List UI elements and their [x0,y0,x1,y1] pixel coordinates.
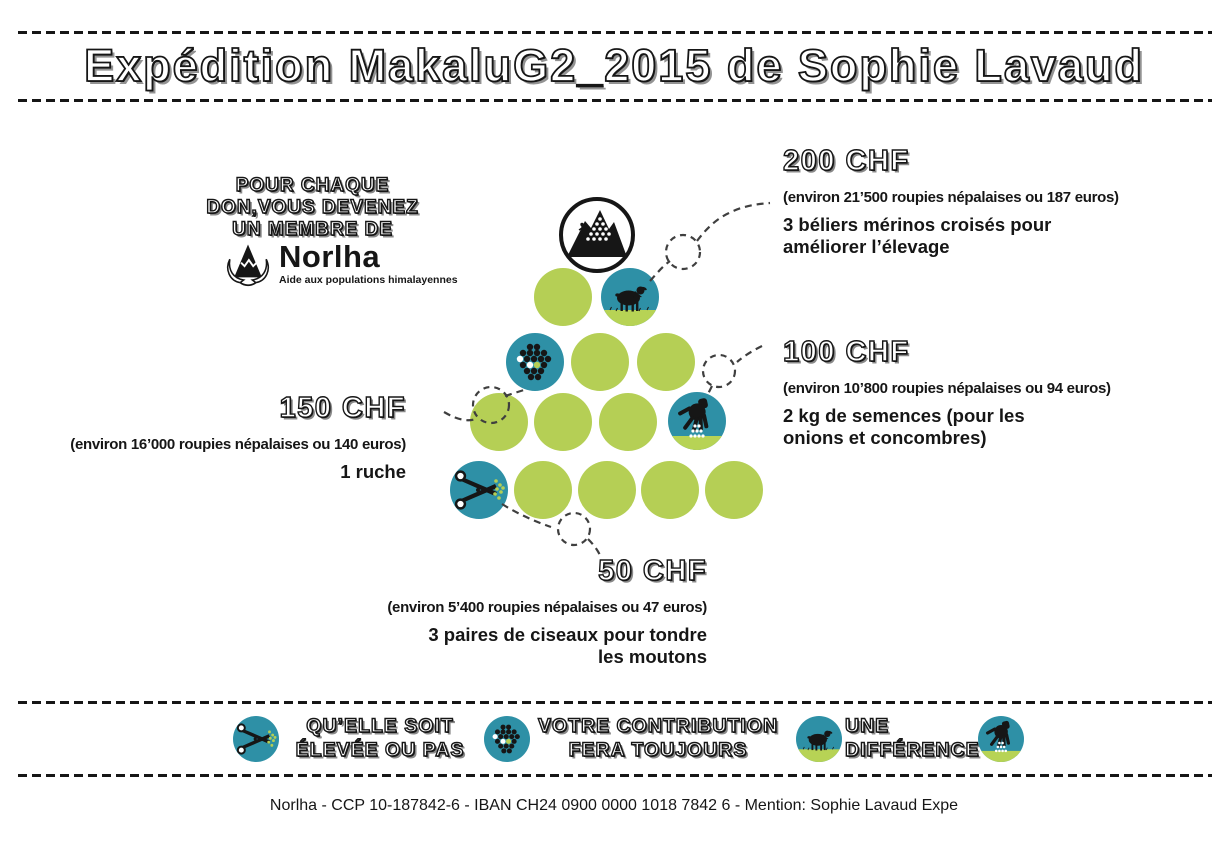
pyramid-circle [641,461,699,519]
donation-50chf-amount: 50 CHF [597,554,707,587]
dashed-divider-banner-top [18,701,1212,704]
banner-phrase-3-line1: UNE [844,714,890,737]
pyramid-circle [534,393,592,451]
donation-100chf-description: 2 kg de semences (pour les onions et con… [783,405,1111,449]
logo-tagline: Aide aux populations himalayennes [279,274,458,286]
shears-icon [450,461,508,519]
donation-200chf-desc-line1: 3 béliers mérinos croisés pour [783,214,1052,235]
banner-beehive-icon [484,716,530,762]
donation-200chf-amount: 200 CHF [782,144,910,177]
pyramid-circle [470,393,528,451]
pyramid-circle [637,333,695,391]
dashed-divider-top [18,31,1212,34]
norlha-logo-icon [222,241,274,293]
pyramid-circle [599,393,657,451]
intro-line-2: DON,VOUS DEVENEZ [206,196,419,218]
donation-150chf: 150 CHF (environ 16’000 roupies népalais… [46,391,406,483]
logo-name: Norlha [279,239,381,274]
donation-100chf-amount: 100 CHF [782,335,910,368]
beehive-icon [506,333,564,391]
donation-200chf: 200 CHF (environ 21’500 roupies népalais… [782,144,1119,258]
sheep-icon [601,268,659,326]
banner-phrase-3-line2: DIFFÉRENCE [844,738,980,761]
seed-sowing-icon [668,392,726,450]
poster-title: Expédition MakaluG2_2015 de Sophie Lavau… [83,39,1144,92]
donation-200chf-desc-line2: améliorer l’élevage [783,236,950,257]
donation-150chf-amount: 150 CHF [279,391,406,424]
donation-200chf-conversion: (environ 21’500 roupies népalaises ou 18… [783,189,1119,206]
donation-50chf: 50 CHF (environ 5’400 roupies népalaises… [367,554,707,668]
pyramid-circle [705,461,763,519]
donation-50chf-desc-line1: 3 paires de ciseaux pour tondre [428,624,707,645]
footer-bank-details: Norlha - CCP 10-187842-6 - IBAN CH24 090… [269,797,959,814]
banner-shears-icon [233,716,279,762]
mountain-climber-icon [557,195,637,275]
pyramid-circle [578,461,636,519]
donation-100chf-desc-line2: onions et concombres) [783,427,987,448]
donation-50chf-description: 3 paires de ciseaux pour tondre les mout… [367,624,707,668]
donation-50chf-conversion: (environ 5’400 roupies népalaises ou 47 … [387,599,707,616]
intro-line-3: UN MEMBRE DE [231,218,393,240]
banner-phrase-2: VOTRE CONTRIBUTION FERA TOUJOURS [530,714,786,762]
norlha-logo: Norlha Aide aux populations himalayennes [222,241,458,293]
pyramid-circle [571,333,629,391]
donation-100chf-conversion: (environ 10’800 roupies népalaises ou 94… [783,380,1111,397]
norlha-logo-text: Norlha Aide aux populations himalayennes [279,239,458,287]
intro-line-1: POUR CHAQUE [235,174,390,196]
banner-phrase-2-line2: FERA TOUJOURS [568,738,748,761]
pyramid-circle [534,268,592,326]
dashed-divider-banner-bottom [18,774,1212,777]
banner-phrase-1-line2: ÉLEVÉE OU PAS [295,738,465,761]
banner-seed-sowing-icon [978,716,1024,762]
banner-phrase-2-line1: VOTRE CONTRIBUTION [537,714,779,737]
donation-100chf-desc-line1: 2 kg de semences (pour les [783,405,1025,426]
donation-150chf-description: 1 ruche [340,461,406,482]
banner-phrase-1: QU’ELLE SOIT ÉLEVÉE OU PAS [284,714,476,762]
pyramid-circle [514,461,572,519]
donation-150chf-conversion: (environ 16’000 roupies népalaises ou 14… [70,436,406,453]
donation-100chf: 100 CHF (environ 10’800 roupies népalais… [782,335,1111,449]
dashed-divider-under-title [18,99,1212,102]
intro-text: POUR CHAQUE DON,VOUS DEVENEZ UN MEMBRE D… [205,174,420,241]
banner-sheep-icon [796,716,842,762]
banner-phrase-3: UNE DIFFÉRENCE [844,714,985,762]
donation-200chf-description: 3 béliers mérinos croisés pour améliorer… [783,214,1119,258]
donation-50chf-desc-line2: les moutons [598,646,707,667]
banner-phrase-1-line1: QU’ELLE SOIT [306,714,454,737]
